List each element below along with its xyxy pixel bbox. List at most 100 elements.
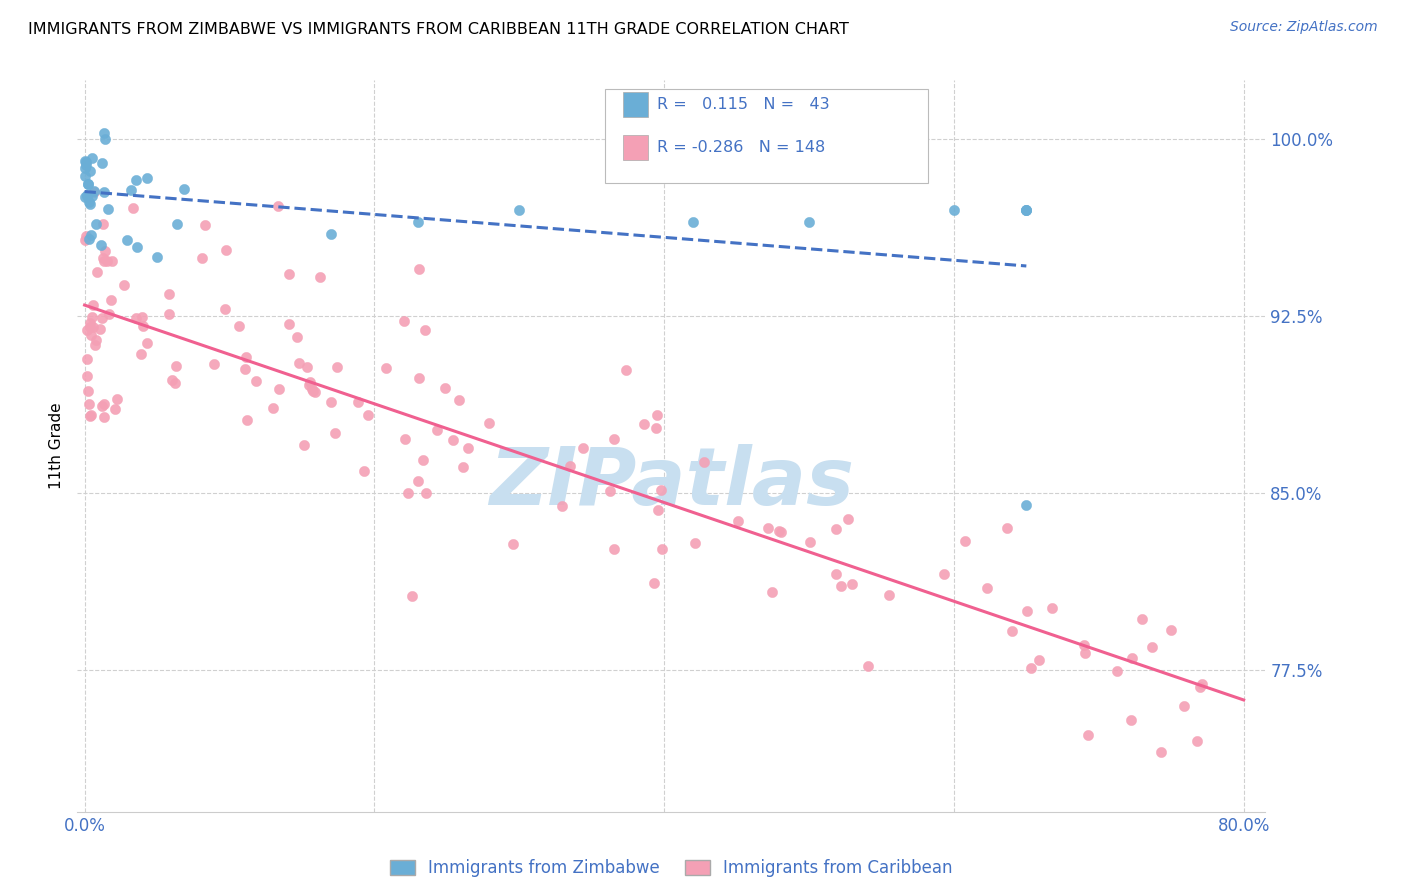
- Point: [146, 250, 169, 264]
- Point: [353, 464, 375, 478]
- Point: [91, 156, 114, 170]
- Point: [228, 318, 250, 333]
- Point: [79, 163, 101, 178]
- Point: [683, 535, 706, 549]
- Point: [768, 524, 790, 538]
- Point: [299, 375, 322, 389]
- Point: [73, 190, 96, 204]
- Point: [1077, 728, 1099, 742]
- Point: [682, 215, 704, 229]
- Point: [76, 323, 98, 337]
- Point: [401, 590, 423, 604]
- Point: [449, 393, 471, 408]
- Point: [323, 425, 346, 440]
- Point: [319, 227, 342, 241]
- Point: [75, 158, 97, 172]
- Point: [478, 416, 501, 430]
- Point: [797, 215, 820, 229]
- Point: [727, 514, 749, 528]
- Point: [1189, 680, 1212, 694]
- Point: [76, 189, 98, 203]
- Point: [79, 316, 101, 330]
- Point: [325, 360, 347, 375]
- Point: [1121, 651, 1143, 665]
- Point: [651, 542, 673, 557]
- Point: [131, 310, 153, 324]
- Point: [77, 396, 100, 410]
- Point: [374, 360, 396, 375]
- Point: [83, 186, 105, 200]
- Point: [93, 185, 115, 199]
- Point: [83, 184, 105, 198]
- Text: R = -0.286   N = 148: R = -0.286 N = 148: [657, 140, 825, 154]
- Point: [650, 483, 672, 498]
- Point: [394, 432, 416, 446]
- Text: IMMIGRANTS FROM ZIMBABWE VS IMMIGRANTS FROM CARIBBEAN 11TH GRADE CORRELATION CHA: IMMIGRANTS FROM ZIMBABWE VS IMMIGRANTS F…: [28, 22, 849, 37]
- Point: [1015, 202, 1038, 217]
- Point: [235, 351, 257, 365]
- Point: [406, 474, 429, 488]
- Point: [105, 392, 128, 407]
- Point: [692, 455, 714, 469]
- Point: [80, 227, 103, 242]
- Point: [643, 575, 665, 590]
- Point: [856, 659, 879, 673]
- Point: [1019, 661, 1042, 675]
- Point: [426, 424, 449, 438]
- Point: [73, 153, 96, 168]
- Point: [262, 401, 284, 415]
- Point: [173, 182, 195, 196]
- Point: [451, 459, 474, 474]
- Point: [392, 314, 415, 328]
- Point: [115, 233, 138, 247]
- Point: [633, 417, 655, 432]
- Point: [1107, 664, 1129, 678]
- Point: [942, 202, 965, 217]
- Point: [799, 535, 821, 549]
- Point: [75, 154, 97, 169]
- Point: [551, 499, 574, 513]
- Point: [304, 385, 326, 400]
- Point: [96, 253, 118, 268]
- Point: [877, 588, 900, 602]
- Point: [995, 521, 1018, 535]
- Point: [165, 359, 187, 373]
- Point: [292, 438, 315, 452]
- Point: [647, 408, 669, 422]
- Point: [412, 453, 434, 467]
- Point: [278, 317, 301, 331]
- Point: [166, 218, 188, 232]
- Point: [104, 402, 127, 417]
- Point: [91, 218, 114, 232]
- Point: [202, 358, 225, 372]
- Point: [73, 234, 96, 248]
- Point: [160, 373, 183, 387]
- Point: [1073, 638, 1095, 652]
- Point: [508, 202, 530, 217]
- Point: [278, 267, 301, 281]
- Point: [98, 307, 121, 321]
- Point: [824, 522, 846, 536]
- Point: [614, 363, 637, 377]
- Point: [1150, 745, 1173, 759]
- Point: [406, 215, 429, 229]
- Point: [80, 310, 103, 325]
- Point: [1015, 202, 1038, 217]
- Point: [194, 219, 217, 233]
- Point: [75, 169, 97, 183]
- Point: [215, 243, 238, 257]
- Point: [599, 483, 621, 498]
- Point: [233, 362, 256, 376]
- Point: [90, 310, 112, 325]
- Point: [86, 264, 108, 278]
- Point: [932, 566, 955, 581]
- Point: [94, 131, 117, 145]
- Point: [77, 384, 100, 398]
- Point: [457, 441, 479, 455]
- Point: [287, 356, 309, 370]
- Point: [1160, 623, 1182, 637]
- Point: [1040, 601, 1063, 615]
- Point: [80, 188, 103, 202]
- Point: [125, 311, 148, 326]
- Point: [267, 199, 290, 213]
